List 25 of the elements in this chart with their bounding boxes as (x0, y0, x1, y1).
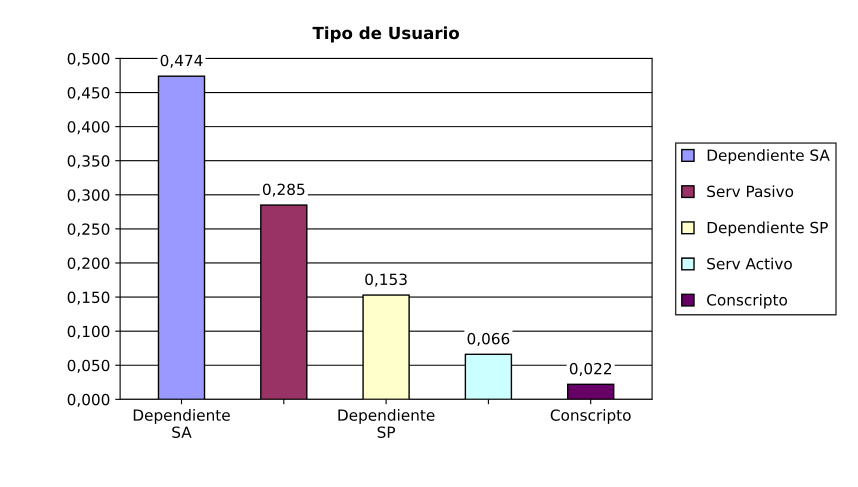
y-tick-label: 0,200 (68, 257, 110, 271)
y-tick-label: 0,400 (68, 121, 110, 134)
y-tick-label: 0,100 (68, 326, 110, 339)
x-tick-label: Dependiente SA (134, 409, 230, 438)
data-label: 0,474 (160, 54, 203, 68)
data-label: 0,285 (262, 184, 304, 197)
y-tick-label: 0,350 (68, 155, 110, 168)
chart-title: Tipo de Usuario (312, 26, 460, 42)
y-tick-label: 0,250 (68, 223, 110, 236)
data-label: 0,022 (570, 362, 612, 376)
legend-label: Conscripto (707, 294, 788, 309)
data-label: 0,153 (365, 274, 407, 287)
y-tick-label: 0,500 (68, 52, 110, 66)
y-tick-label: 0,000 (68, 394, 110, 407)
legend-label: Dependiente SA (708, 149, 830, 164)
x-tick-label: Conscripto (550, 409, 631, 424)
data-label: 0,066 (468, 332, 510, 346)
legend-label: Serv Activo (707, 258, 792, 270)
legend-label: Dependiente SP (708, 221, 828, 236)
y-tick-label: 0,050 (68, 360, 110, 373)
x-tick-label: Dependiente SP (338, 409, 434, 438)
y-tick-label: 0,300 (68, 189, 110, 202)
y-tick-label: 0,450 (68, 86, 110, 100)
legend-label: Serv Pasivo (707, 185, 794, 198)
y-tick-label: 0,150 (68, 292, 110, 305)
